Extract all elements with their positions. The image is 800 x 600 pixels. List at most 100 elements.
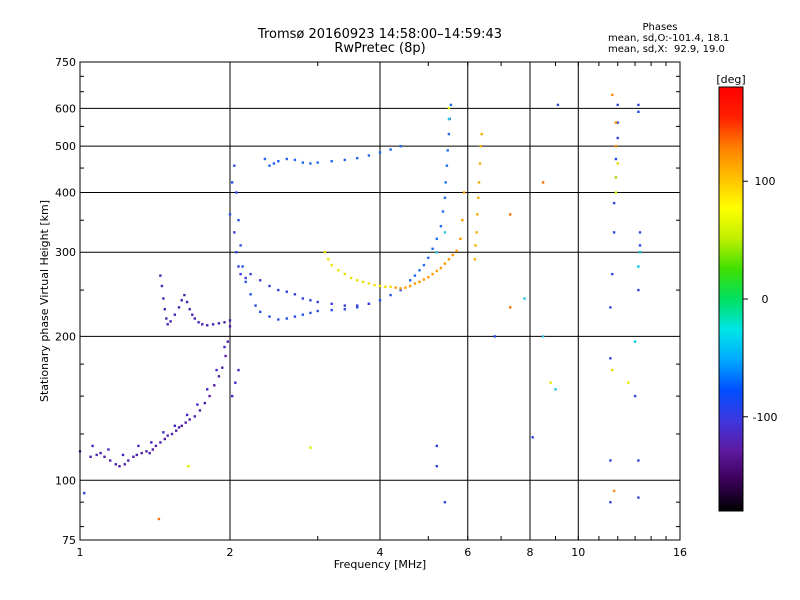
data-point-1-13: [231, 394, 234, 398]
y-tick-label-1: 100: [55, 474, 76, 487]
phase-stats-title: Phases: [642, 22, 678, 33]
data-point-9-5: [477, 181, 481, 184]
data-point-3-16: [309, 311, 312, 315]
phase-stats-o: mean, sd,O:-101.4, 18.1: [608, 33, 730, 44]
data-point-6-10: [378, 284, 382, 288]
data-point-2-1: [160, 284, 164, 288]
data-point-0-6: [118, 465, 121, 468]
data-point-10-8: [614, 157, 618, 161]
data-point-3-22: [378, 299, 382, 302]
data-point-7-15: [459, 237, 462, 240]
data-point-6-8: [367, 282, 371, 285]
data-point-5-1: [268, 164, 271, 167]
data-point-1-8: [185, 413, 189, 417]
colorbar-tick-label-2: -100: [753, 411, 778, 424]
data-point-6-6: [356, 279, 359, 282]
data-point-7-17: [462, 191, 466, 194]
data-point-8-0: [409, 279, 412, 282]
data-point-0-17: [163, 437, 166, 441]
phase-stats-x: mean, sd,X: 92.9, 19.0: [608, 44, 725, 55]
data-point-15-1: [509, 213, 512, 216]
data-point-13-7: [637, 103, 640, 107]
data-point-2-8: [177, 306, 181, 309]
data-point-4-6: [259, 279, 262, 282]
y-tick-label-2: 200: [55, 330, 76, 343]
data-point-1-11: [215, 368, 218, 372]
data-point-6-5: [349, 276, 353, 280]
data-point-8-11: [445, 164, 449, 167]
data-point-2-6: [169, 320, 172, 323]
data-point-0-3: [103, 455, 106, 458]
data-point-3-18: [330, 308, 333, 312]
data-point-7-3: [409, 284, 412, 288]
data-point-4-4: [244, 276, 247, 280]
data-point-13-0: [637, 496, 640, 499]
data-point-9-1: [474, 244, 477, 247]
data-point-10-2: [609, 357, 612, 360]
data-points: [78, 93, 642, 521]
data-point-1-7: [173, 424, 176, 427]
data-point-6-4: [343, 272, 346, 276]
y-axis-label: Stationary phase Virtual Height [km]: [38, 200, 51, 402]
data-point-2-16: [201, 323, 204, 326]
data-point-13-3: [637, 288, 640, 292]
data-point-10-11: [616, 103, 619, 107]
data-point-1-14: [234, 381, 237, 384]
data-point-4-12: [309, 299, 312, 302]
data-point-12-1: [614, 176, 618, 179]
data-point-9-8: [480, 132, 483, 136]
data-point-4-5: [249, 272, 252, 276]
data-point-8-12: [446, 149, 449, 152]
data-point-14-2: [638, 251, 642, 254]
data-point-7-1: [399, 287, 402, 290]
data-point-0-18: [166, 434, 169, 437]
data-point-6-12: [389, 285, 392, 288]
data-point-10-6: [612, 201, 616, 205]
data-point-17-0: [83, 491, 86, 495]
chart-title-line2: RwPretec (8p): [334, 41, 426, 56]
x-tick-label-4: 8: [527, 546, 534, 559]
data-point-8-2: [418, 269, 421, 272]
data-point-1-5: [150, 441, 153, 444]
data-point-5-5: [293, 158, 297, 162]
data-point-14-0: [633, 340, 637, 343]
data-point-18-0: [187, 465, 190, 468]
data-point-0-31: [221, 366, 224, 369]
data-point-10-4: [611, 272, 614, 276]
data-point-6-7: [361, 280, 365, 284]
data-point-3-14: [293, 315, 297, 318]
data-point-2-10: [183, 293, 186, 297]
data-point-6-3: [337, 269, 340, 272]
x-axis-label: Frequency [MHz]: [334, 558, 426, 571]
data-point-5-9: [330, 160, 333, 163]
data-point-6-2: [330, 263, 333, 267]
data-point-4-7: [268, 284, 271, 288]
y-tick-label-7: 750: [55, 56, 76, 69]
data-point-0-23: [184, 421, 187, 424]
data-point-3-11: [268, 315, 271, 318]
data-point-4-8: [277, 288, 280, 292]
data-point-0-15: [154, 444, 158, 448]
data-point-17-1: [435, 465, 438, 468]
data-point-6-11: [384, 285, 387, 288]
data-point-2-3: [163, 308, 166, 311]
x-tick-label-1: 2: [227, 546, 234, 559]
colorbar-label: [deg]: [716, 73, 745, 86]
x-tick-label-5: 10: [571, 546, 585, 559]
data-point-3-0: [228, 213, 232, 216]
data-point-4-14: [330, 302, 333, 305]
chart-title-line1: Tromsø 20160923 14:58:00–14:59:43: [257, 27, 503, 42]
data-point-18-1: [309, 446, 312, 449]
data-point-12-2: [616, 162, 619, 165]
data-point-5-10: [343, 158, 346, 162]
data-point-4-11: [301, 297, 304, 300]
data-point-2-4: [165, 317, 168, 320]
y-tick-label-4: 400: [55, 186, 76, 199]
data-point-1-10: [206, 388, 209, 391]
data-point-0-34: [228, 325, 232, 328]
data-point-1-12: [223, 345, 226, 349]
data-point-8-7: [439, 225, 443, 228]
data-point-5-3: [277, 160, 280, 163]
data-point-13-5: [638, 231, 642, 234]
data-point-3-3: [235, 191, 238, 194]
